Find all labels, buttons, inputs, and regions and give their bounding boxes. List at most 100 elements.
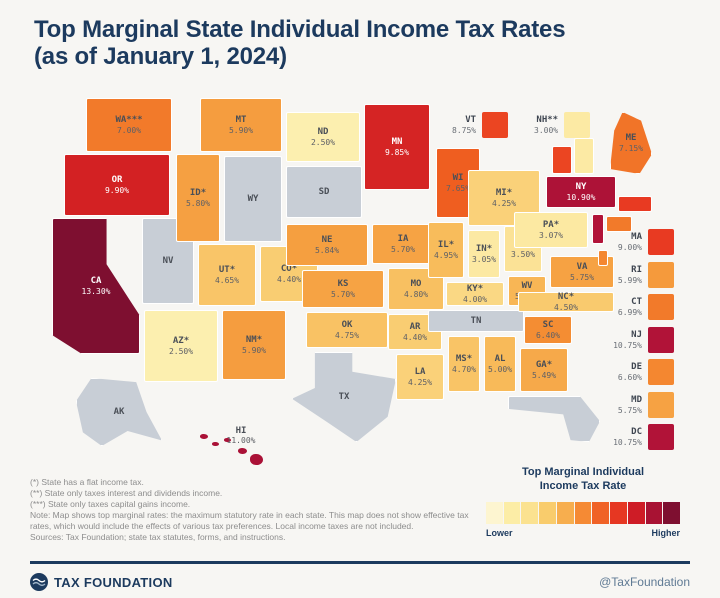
taxfoundation-logo-icon [30,573,48,591]
state-nv: NV [142,218,194,304]
state-il: IL* 4.95% [428,222,464,278]
state-hi-island [238,448,247,454]
callout-rate: 5.99% [617,275,642,285]
state-ia: IA 5.70% [372,224,434,264]
state-abbr: KS [337,279,349,289]
callout-rate: 5.75% [617,405,642,415]
state-va: VA 5.75% [550,256,614,288]
callout-swatch [648,261,674,288]
legend-title: Top Marginal Individual Income Tax Rate [521,466,645,492]
state-pa: PA* 3.07% [514,212,588,248]
callout-swatch [648,326,674,353]
state-rate: 7.00% [116,126,142,135]
callout-abbr: MA [631,232,642,242]
legend-swatch [574,501,592,524]
legend-lower-label: Lower [486,527,513,538]
state-abbr: ND [317,127,329,137]
state-abbr: NV [162,256,174,266]
state-abbr: SD [318,187,330,197]
callout-swatch [648,424,674,450]
state-nm: NM* 5.90% [222,310,286,380]
state-tn: TN [428,310,524,332]
callout-rate: 10.75% [613,438,642,447]
state-abbr: UT* [218,265,236,275]
state-abbr: AZ* [172,336,190,346]
state-ma-shape [618,196,652,212]
twitter-handle: @TaxFoundation [599,575,690,589]
state-abbr: OK [341,320,353,330]
state-abbr: WY [247,194,259,204]
state-abbr: FL [548,414,560,424]
state-abbr: HI [235,426,247,436]
state-rate: 11.00% [226,436,256,445]
state-rate: 3.05% [471,255,497,264]
footnote-line: Note: Map shows top marginal rates: the … [30,510,469,532]
state-abbr: AK [113,407,125,417]
state-nj-shape [592,214,604,244]
legend-swatch [645,501,663,524]
state-abbr: IN* [475,244,493,254]
callout-swatch [648,391,674,418]
callout-swatch [648,229,674,255]
state-abbr: MT [235,115,247,125]
state-hi-island [250,454,263,465]
state-abbr: TN [470,316,482,326]
title-line2: (as of January 1, 2024) [34,43,287,71]
callout-ri: RI 5.99% [600,261,674,288]
state-rate: 5.90% [228,126,254,135]
callout-rate: 6.99% [617,308,642,317]
callout-abbr: DE [631,362,642,372]
callout-rate: 8.75% [452,126,477,135]
state-rate: 9.90% [104,186,130,195]
state-abbr: WV [521,281,533,291]
state-nh-shape [574,138,594,174]
callout-rate: 6.60% [617,373,642,382]
state-rate: 4.80% [403,290,429,299]
legend-higher-label: Higher [651,527,680,538]
callout-vt: VT 8.75% [452,112,509,138]
state-ar: AR 4.40% [388,314,442,350]
state-abbr: MI* [495,188,513,198]
callout-dc: DC 10.75% [600,424,674,450]
callout-rate: 3.00% [534,126,559,135]
footnote-line: (*) State has a flat income tax. [30,477,144,487]
callout-nh: NH** 3.00% [534,112,591,138]
state-rate: 4.40% [402,333,428,342]
state-rate: 5.80% [185,199,211,208]
state-hi-island [200,434,208,439]
footnote-line: (**) State only taxes interest and divid… [30,488,223,499]
state-ms: MS* 4.70% [448,336,480,392]
legend-gradient-bar [472,501,694,524]
state-abbr: IL* [437,240,455,250]
state-abbr: OR [111,175,123,185]
state-rate: 13.30% [81,287,111,296]
state-rate: 5.84% [314,246,340,255]
state-abbr: LA [414,367,426,377]
state-abbr: CA [90,276,102,286]
state-rate: 9.85% [384,148,410,157]
state-ok: OK 4.75% [306,312,388,348]
state-ca: CA 13.30% [52,218,140,354]
legend-swatch [627,501,645,524]
state-hi-island [212,442,219,446]
callout-swatch [648,359,674,385]
state-fl: FL [508,396,600,442]
state-rate: 5.49% [531,371,557,380]
state-abbr: PA* [542,220,560,230]
callout-rate: 10.75% [613,340,642,350]
state-rate: 5.90% [241,346,267,355]
state-rate: 4.65% [214,276,240,285]
state-ga: GA* 5.49% [520,348,568,392]
state-ky: KY* 4.00% [446,282,504,306]
state-abbr: NM* [245,335,263,345]
state-vt-shape [552,146,572,174]
state-ak: AK [76,378,162,446]
state-rate: 4.00% [462,295,488,304]
state-wa: WA*** 7.00% [86,98,172,152]
footer-divider [30,561,690,564]
state-rate: 5.70% [330,290,356,299]
state-rate: 4.70% [451,365,477,374]
footer: TAX FOUNDATION @TaxFoundation [30,571,690,593]
callout-de: DE 6.60% [600,359,674,385]
footnote-line: (***) State only taxes capital gains inc… [30,499,191,510]
